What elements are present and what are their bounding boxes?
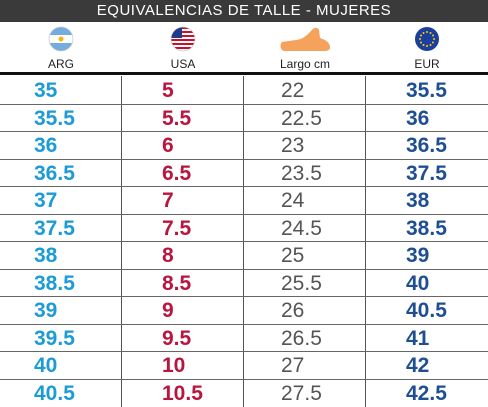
row-divider	[0, 324, 488, 325]
size-cell-usa: 8	[162, 244, 174, 267]
size-cell-arg: 37	[34, 189, 58, 212]
size-cell-cm: 26.5	[281, 327, 322, 350]
header-label-usa: USA	[170, 57, 196, 71]
column-headers: ARG USA	[0, 22, 488, 74]
foot-icon	[278, 26, 332, 57]
usa-flag-icon	[170, 26, 196, 57]
size-cell-eur: 35.5	[406, 79, 447, 102]
size-cell-usa: 10.5	[162, 382, 203, 405]
size-cell-cm: 25	[281, 244, 305, 267]
size-cell-eur: 42.5	[406, 382, 447, 405]
size-cell-arg: 38.5	[34, 272, 75, 295]
size-cell-arg: 38	[34, 244, 58, 267]
size-cell-arg: 37.5	[34, 217, 75, 240]
size-cell-usa: 9	[162, 299, 174, 322]
header-usa: USA	[122, 22, 244, 74]
row-divider	[0, 214, 488, 215]
size-cell-cm: 27.5	[281, 382, 322, 405]
header-cm: Largo cm	[244, 22, 366, 74]
header-label-cm: Largo cm	[279, 57, 331, 71]
size-cell-eur: 40.5	[406, 299, 447, 322]
size-cell-usa: 5.5	[162, 107, 192, 130]
eu-flag-icon	[414, 26, 440, 57]
size-cell-cm: 26	[281, 299, 305, 322]
header-eur: EUR	[366, 22, 488, 74]
header-arg: ARG	[0, 22, 122, 74]
size-cell-eur: 42	[406, 354, 430, 377]
size-cell-usa: 7.5	[162, 217, 192, 240]
size-cell-arg: 35	[34, 79, 58, 102]
size-cell-eur: 39	[406, 244, 430, 267]
size-cell-eur: 36	[406, 107, 430, 130]
size-cell-arg: 35.5	[34, 107, 75, 130]
size-cell-usa: 10	[162, 354, 186, 377]
size-cell-usa: 7	[162, 189, 174, 212]
row-divider	[0, 104, 488, 105]
size-cell-eur: 38	[406, 189, 430, 212]
row-divider	[0, 186, 488, 187]
size-cell-arg: 40	[34, 354, 58, 377]
row-divider	[0, 131, 488, 132]
size-cell-cm: 22.5	[281, 107, 322, 130]
header-label-arg: ARG	[47, 57, 74, 71]
size-cell-usa: 6	[162, 134, 174, 157]
size-cell-cm: 23.5	[281, 162, 322, 185]
size-cell-eur: 37.5	[406, 162, 447, 185]
size-cell-eur: 38.5	[406, 217, 447, 240]
size-cell-cm: 22	[281, 79, 305, 102]
size-cell-arg: 36.5	[34, 162, 75, 185]
size-cell-cm: 24.5	[281, 217, 322, 240]
size-cell-usa: 6.5	[162, 162, 192, 185]
size-cell-cm: 23	[281, 134, 305, 157]
size-cell-usa: 9.5	[162, 327, 192, 350]
row-divider	[0, 241, 488, 242]
argentina-flag-icon	[48, 26, 74, 57]
size-cell-cm: 24	[281, 189, 305, 212]
size-cell-eur: 41	[406, 327, 430, 350]
size-cell-cm: 27	[281, 354, 305, 377]
size-table: 35 5 22 35.5 35.5 5.5 22.5 36 36 6 23 36.5 36.5 6.5 23…	[0, 76, 488, 407]
size-cell-eur: 36.5	[406, 134, 447, 157]
row-divider	[0, 379, 488, 380]
size-cell-usa: 5	[162, 79, 174, 102]
row-divider	[0, 159, 488, 160]
header-divider	[0, 72, 488, 75]
header-label-eur: EUR	[414, 57, 440, 71]
row-divider	[0, 269, 488, 270]
size-cell-arg: 36	[34, 134, 58, 157]
row-divider	[0, 351, 488, 352]
size-cell-cm: 25.5	[281, 272, 322, 295]
table-title: EQUIVALENCIAS DE TALLE - MUJERES	[0, 0, 488, 22]
size-cell-arg: 39.5	[34, 327, 75, 350]
size-cell-eur: 40	[406, 272, 430, 295]
size-cell-arg: 39	[34, 299, 58, 322]
size-cell-usa: 8.5	[162, 272, 192, 295]
size-cell-arg: 40.5	[34, 382, 75, 405]
row-divider	[0, 296, 488, 297]
